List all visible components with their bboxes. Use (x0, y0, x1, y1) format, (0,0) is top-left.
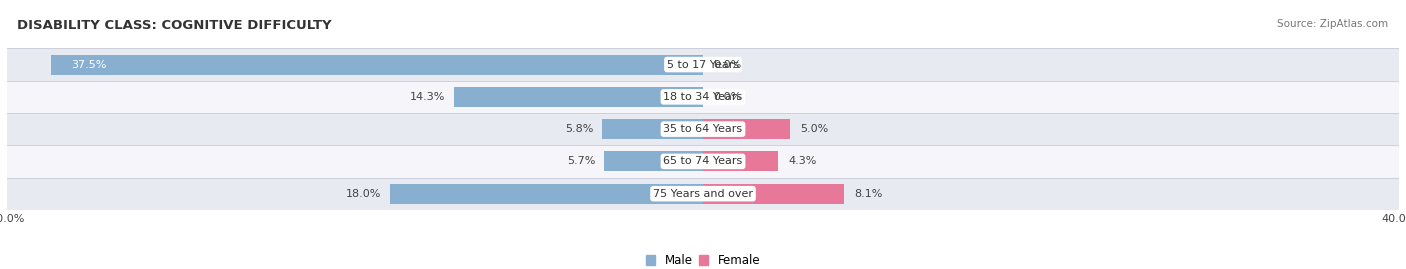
Bar (602, 119, 703, 139)
Bar (703, 119, 790, 139)
Bar (7, 81, 1399, 113)
Text: 75 Years and over: 75 Years and over (652, 189, 754, 199)
Text: 5.0%: 5.0% (800, 124, 828, 134)
Text: 0.0%: 0.0% (713, 92, 742, 102)
Legend: Male, Female: Male, Female (641, 249, 765, 269)
Text: DISABILITY CLASS: COGNITIVE DIFFICULTY: DISABILITY CLASS: COGNITIVE DIFFICULTY (17, 19, 332, 32)
Bar (51, 55, 703, 75)
Bar (7, 113, 1399, 145)
Bar (703, 151, 778, 171)
Bar (703, 184, 844, 204)
Bar (7, 145, 1399, 178)
Text: 4.3%: 4.3% (789, 156, 817, 167)
Bar (603, 151, 703, 171)
Text: 5.8%: 5.8% (565, 124, 593, 134)
Text: 18 to 34 Years: 18 to 34 Years (664, 92, 742, 102)
Text: 14.3%: 14.3% (411, 92, 446, 102)
Bar (7, 48, 1399, 81)
Text: 5.7%: 5.7% (567, 156, 595, 167)
Bar (454, 87, 703, 107)
Text: 65 to 74 Years: 65 to 74 Years (664, 156, 742, 167)
Text: 18.0%: 18.0% (346, 189, 381, 199)
Text: Source: ZipAtlas.com: Source: ZipAtlas.com (1277, 19, 1388, 29)
Bar (7, 178, 1399, 210)
Text: 35 to 64 Years: 35 to 64 Years (664, 124, 742, 134)
Bar (389, 184, 703, 204)
Text: 8.1%: 8.1% (855, 189, 883, 199)
Text: 5 to 17 Years: 5 to 17 Years (666, 59, 740, 70)
Text: 37.5%: 37.5% (72, 59, 107, 70)
Text: 0.0%: 0.0% (713, 59, 742, 70)
